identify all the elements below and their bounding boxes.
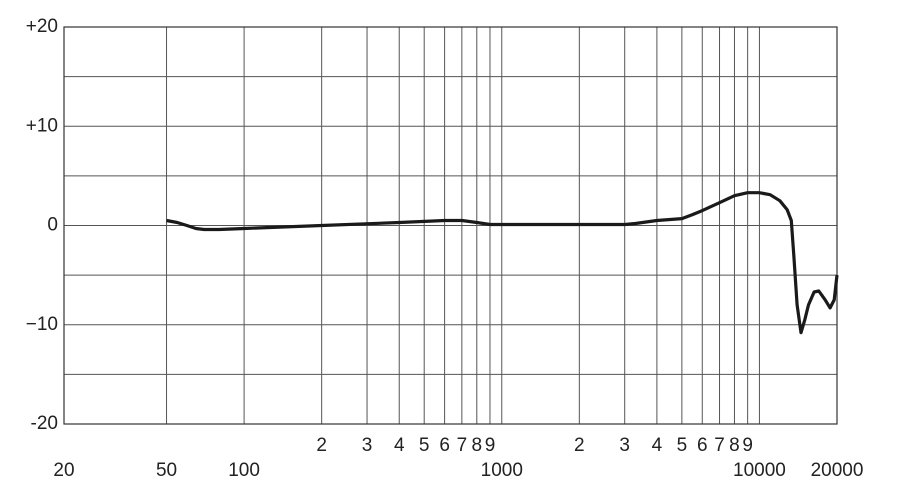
x-tick-label: 8: [472, 435, 483, 456]
x-tick-label: 2: [316, 435, 327, 456]
x-tick-label: 7: [714, 435, 725, 456]
x-tick-label: 8: [729, 435, 740, 456]
x-tick-label: 4: [652, 435, 663, 456]
x-tick-label: 20: [53, 460, 74, 481]
response-curve: [166, 191, 839, 335]
x-tick-label: 4: [394, 435, 405, 456]
x-tick-label: 5: [677, 435, 688, 456]
x-tick-label: 6: [439, 435, 450, 456]
y-tick-label: 0: [47, 215, 58, 236]
x-tick-label: 6: [697, 435, 708, 456]
plot-frame: [63, 26, 838, 425]
y-tick-label: +20: [26, 16, 58, 37]
y-tick-label: -20: [31, 413, 58, 434]
y-tick-label: +10: [26, 115, 58, 136]
x-tick-label: 5: [419, 435, 430, 456]
x-tick-label: 7: [457, 435, 468, 456]
x-tick-label: 3: [619, 435, 630, 456]
x-tick-label: 2: [574, 435, 585, 456]
x-tick-label: 9: [742, 435, 753, 456]
y-tick-label: −10: [26, 314, 58, 335]
x-tick-label: 1000: [481, 460, 523, 481]
x-tick-label: 3: [362, 435, 373, 456]
x-tick-label: 10000: [733, 460, 786, 481]
x-tick-label: 50: [156, 460, 177, 481]
x-tick-label: 9: [485, 435, 496, 456]
x-tick-label: 20000: [811, 460, 864, 481]
x-tick-label: 100: [228, 460, 260, 481]
